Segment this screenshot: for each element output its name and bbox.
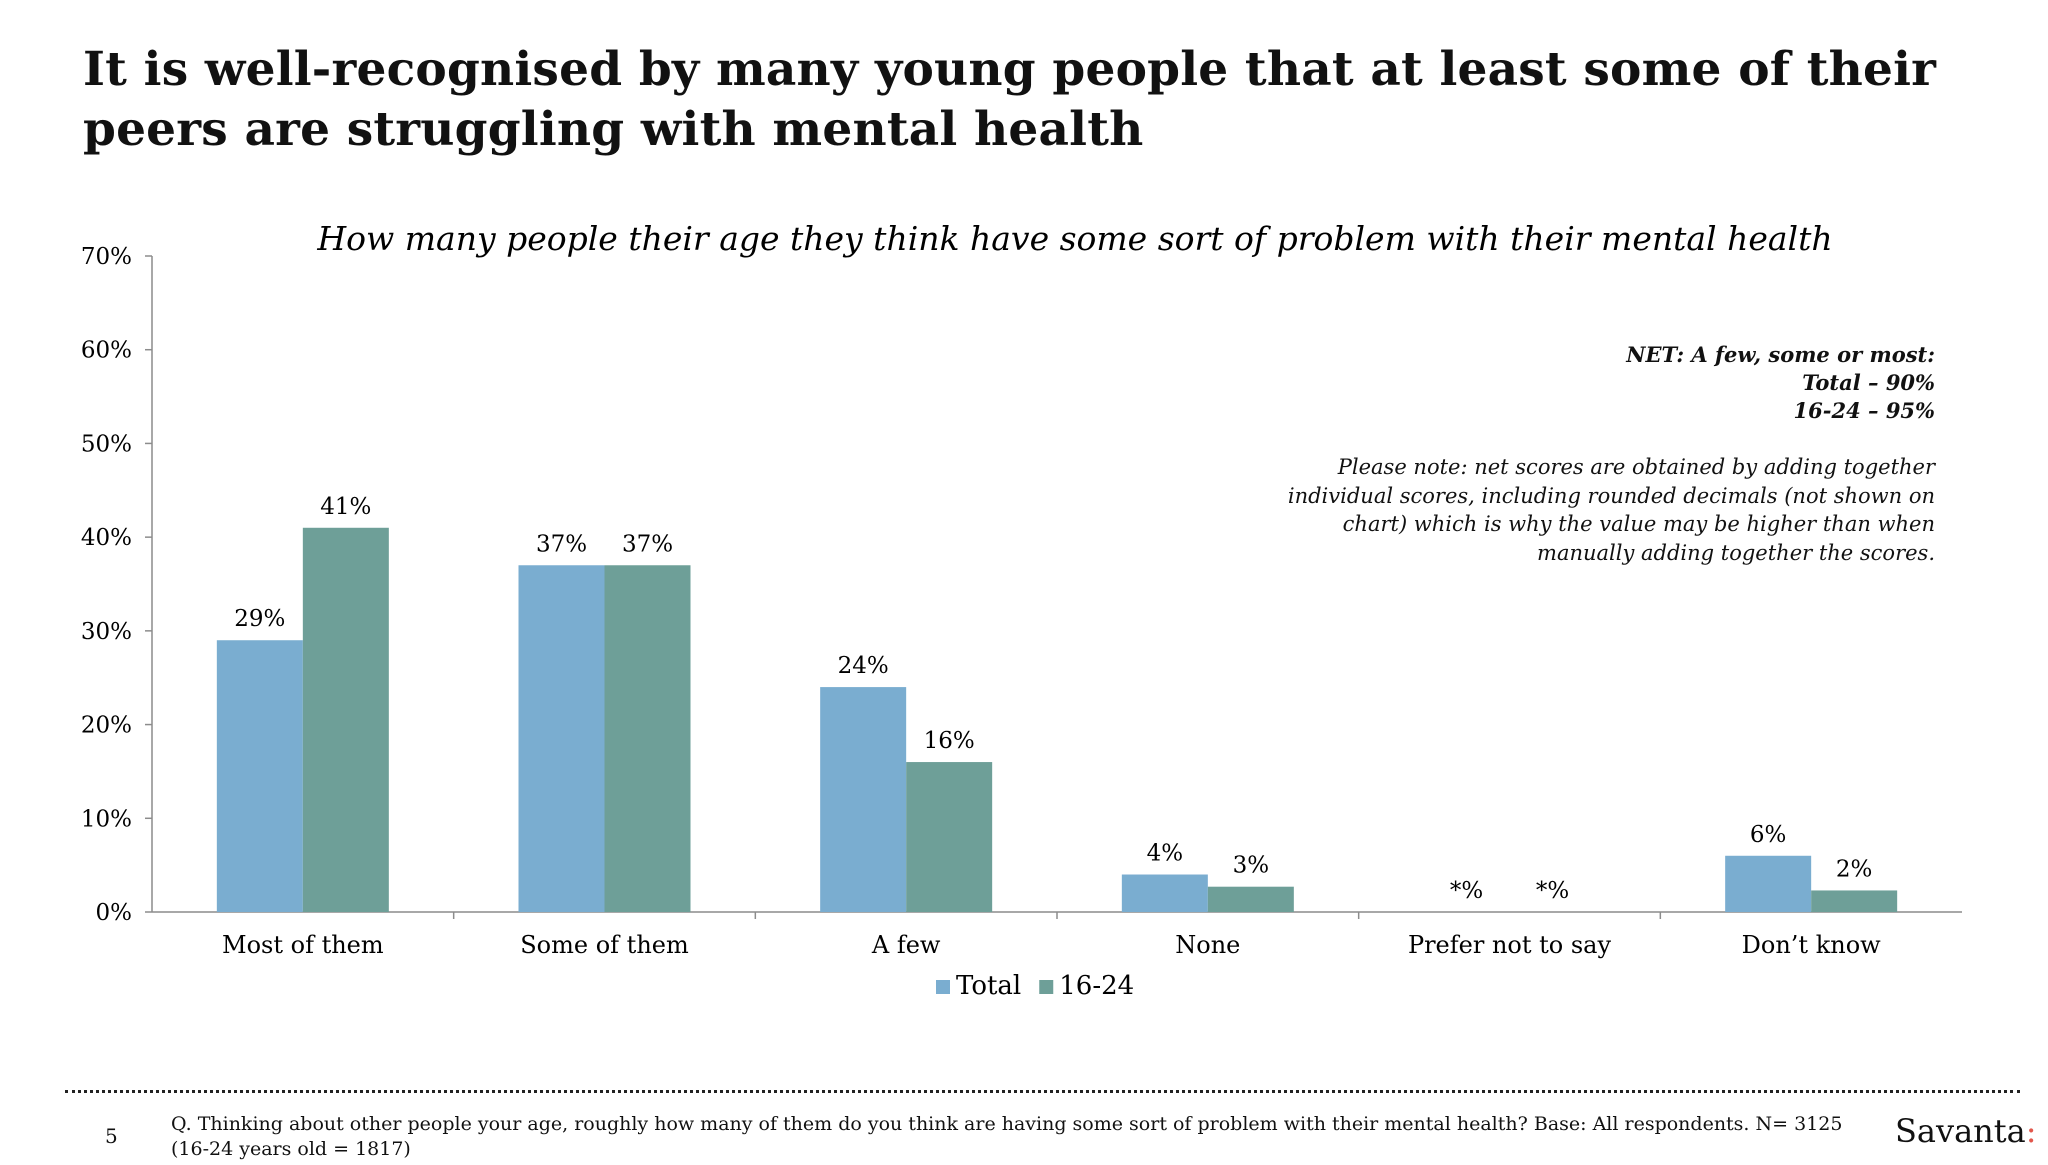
footer-divider (65, 1090, 2020, 1093)
x-category-label: Some of them (520, 931, 689, 959)
question-footnote: Q. Thinking about other people your age,… (171, 1113, 1843, 1160)
data-label: *% (1450, 878, 1483, 904)
brand-name: Savanta (1895, 1112, 2026, 1150)
data-label: 2% (1836, 856, 1873, 882)
bar-total (1121, 874, 1208, 912)
x-axis: Most of them Some of them A few None Prefer … (152, 911, 1962, 959)
y-tick-label: 20% (81, 713, 132, 739)
bar-16-24 (302, 527, 389, 912)
legend-swatch-16-24 (1039, 980, 1054, 994)
bar-16-24 (1207, 886, 1294, 912)
data-label: *% (1536, 878, 1569, 904)
bar-16-24 (604, 565, 691, 912)
x-category-label: Don’t know (1742, 931, 1882, 959)
page-title-line-1: It is well-recognised by many young peop… (83, 42, 1937, 97)
legend-swatch-total (936, 980, 950, 994)
bar-total (216, 640, 303, 912)
net-note-heading: NET: A few, some or most: (1626, 342, 1935, 367)
bar-total (518, 565, 605, 912)
bar-16-24 (906, 762, 993, 912)
legend-label-16-24: 16-24 (1059, 971, 1134, 1001)
brand-colon: : (2025, 1112, 2037, 1150)
legend: Total 16-24 (936, 971, 1134, 1001)
bar-total (1725, 855, 1812, 912)
x-category-label: A few (871, 931, 941, 959)
y-tick-label: 70% (81, 244, 132, 270)
page-title-line-2: peers are struggling with mental health (83, 102, 1144, 157)
savanta-logo: Savanta: (1895, 1112, 2036, 1150)
data-label: 24% (838, 653, 889, 679)
data-labels: 29% 41% 37% 37% 24% 16% 4% 3% *% *% 6% 2% (234, 494, 1872, 904)
y-tick-label: 50% (81, 431, 132, 457)
net-note-16-24: 16-24 – 95% (1793, 398, 1935, 423)
data-label: 3% (1233, 853, 1270, 879)
data-label: 4% (1147, 841, 1184, 867)
data-label: 6% (1750, 822, 1787, 848)
bars (216, 527, 1898, 912)
y-tick-label: 40% (81, 525, 132, 551)
data-label: 37% (536, 531, 587, 557)
bar-total (820, 687, 907, 912)
y-axis: 0% 10% 20% 30% 40% 50% 60% 70% (81, 244, 153, 926)
x-category-label: Most of them (222, 931, 384, 959)
y-tick-label: 60% (81, 338, 132, 364)
x-category-label: Prefer not to say (1408, 931, 1612, 959)
data-label: 41% (320, 494, 371, 520)
page-number: 5 (105, 1124, 118, 1148)
y-tick-label: 10% (81, 806, 132, 832)
legend-label-total: Total (956, 971, 1021, 1001)
bar-16-24 (1811, 890, 1898, 912)
chart-title: How many people their age they think hav… (316, 219, 1832, 258)
data-label: 29% (234, 606, 285, 632)
net-score-note: NET: A few, some or most: Total – 90% 16… (1235, 341, 1935, 425)
y-tick-label: 0% (96, 900, 133, 926)
net-note-total: Total – 90% (1802, 370, 1935, 395)
x-category-label: None (1175, 931, 1240, 959)
please-note-text: Please note: net scores are obtained by … (1287, 455, 1935, 565)
y-tick-label: 30% (81, 619, 132, 645)
data-label: 16% (924, 728, 975, 754)
data-label: 37% (622, 531, 673, 557)
page-title: It is well-recognised by many young peop… (83, 40, 1983, 160)
